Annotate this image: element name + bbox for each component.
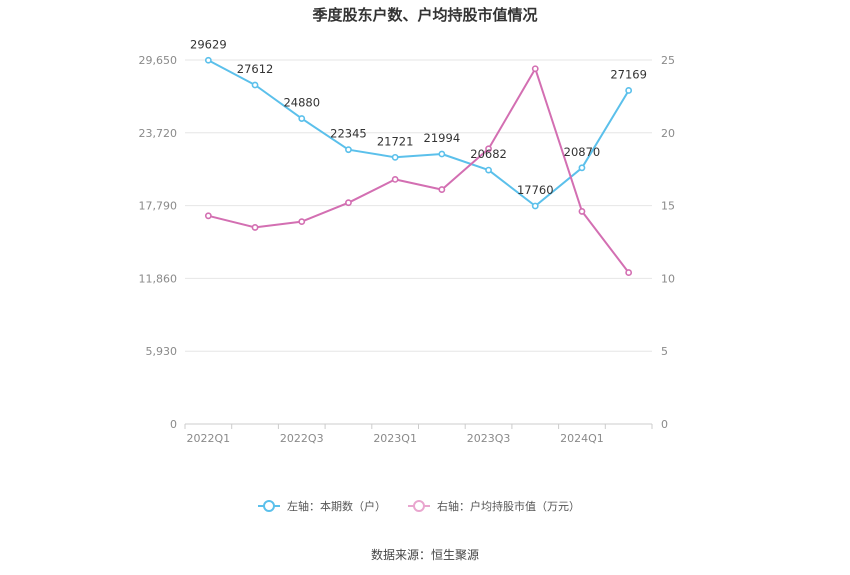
right-series-point xyxy=(625,269,633,276)
x-axis-tick-label: 2024Q1 xyxy=(560,432,604,445)
legend-item-right-series[interactable]: 右轴：户均持股市值（万元） xyxy=(408,499,580,513)
left-axis-tick-label: 17,790 xyxy=(139,200,178,213)
x-axis-tick-label: 2023Q3 xyxy=(467,432,511,445)
right-axis-tick-label: 20 xyxy=(661,127,675,140)
right-series-point xyxy=(391,175,399,183)
right-axis-tick-label: 5 xyxy=(661,345,668,358)
left-series-point xyxy=(578,164,586,172)
right-series-point xyxy=(298,218,306,226)
data-label: 24880 xyxy=(283,96,320,110)
left-series-point xyxy=(485,166,492,174)
right-series-point xyxy=(578,208,586,215)
data-label: 20682 xyxy=(470,147,507,161)
data-label: 29629 xyxy=(190,37,227,51)
left-axis-tick-label: 11,860 xyxy=(139,272,178,285)
x-axis-tick-label: 2023Q1 xyxy=(373,432,417,445)
left-series-point xyxy=(531,202,539,210)
source-text: 数据来源：恒生聚源 xyxy=(371,547,479,562)
right-series-line xyxy=(208,67,630,274)
grid-layer xyxy=(185,59,652,352)
legend-label-left: 左轴：本期数（户） xyxy=(287,499,386,513)
data-label: 27612 xyxy=(237,62,274,76)
left-series-point xyxy=(391,153,399,161)
right-axis-tick-label: 25 xyxy=(661,54,675,67)
right-series-point xyxy=(438,186,446,193)
left-axis-tick-label: 0 xyxy=(170,418,177,431)
left-axis-tick-label: 29,650 xyxy=(139,54,178,67)
legend-marker-left xyxy=(263,500,275,512)
right-series-point xyxy=(485,145,492,153)
data-label: 21721 xyxy=(377,134,414,148)
left-series-point xyxy=(345,146,352,154)
x-axis-tick-label: 2022Q3 xyxy=(280,432,324,445)
right-series-point xyxy=(251,224,259,231)
left-axis-tick-label: 5,930 xyxy=(146,345,178,358)
left-series-point xyxy=(251,81,259,89)
legend-item-left-series[interactable]: 左轴：本期数（户） xyxy=(258,499,386,513)
right-axis-tick-label: 10 xyxy=(661,272,675,285)
left-series-point xyxy=(204,56,212,64)
data-label: 21994 xyxy=(424,131,461,145)
right-series-point xyxy=(531,65,539,73)
right-series-point xyxy=(345,199,352,207)
left-axis-tick-label: 23,720 xyxy=(139,127,178,140)
data-label: 27169 xyxy=(610,67,647,81)
data-label: 22345 xyxy=(330,127,367,141)
data-label: 20870 xyxy=(564,145,601,159)
right-axis-tick-label: 15 xyxy=(661,200,675,213)
legend-label-right: 右轴：户均持股市值（万元） xyxy=(437,499,580,513)
right-axis-tick-label: 0 xyxy=(661,418,668,431)
x-axis-tick-label: 2022Q1 xyxy=(187,432,231,445)
legend-marker-right xyxy=(413,500,425,512)
left-series-point xyxy=(438,150,446,158)
series-layer xyxy=(204,56,633,276)
axis-layer: 0 5,930 11,860 17,790 23,720 29,650 0 5 10 15 20 25… xyxy=(139,54,676,445)
label-layer: 29629 27612 24880 22345 21721 21994 20682 17760… xyxy=(190,37,647,197)
right-series-point xyxy=(204,212,212,220)
left-series-line xyxy=(207,59,630,207)
left-series-point xyxy=(625,87,633,94)
data-label: 17760 xyxy=(517,183,554,197)
legend[interactable]: 左轴：本期数（户） 右轴：户均持股市值（万元） xyxy=(258,499,580,513)
left-series-point xyxy=(298,115,306,122)
chart-title: 季度股东户数、户均持股市值情况 xyxy=(312,6,537,24)
